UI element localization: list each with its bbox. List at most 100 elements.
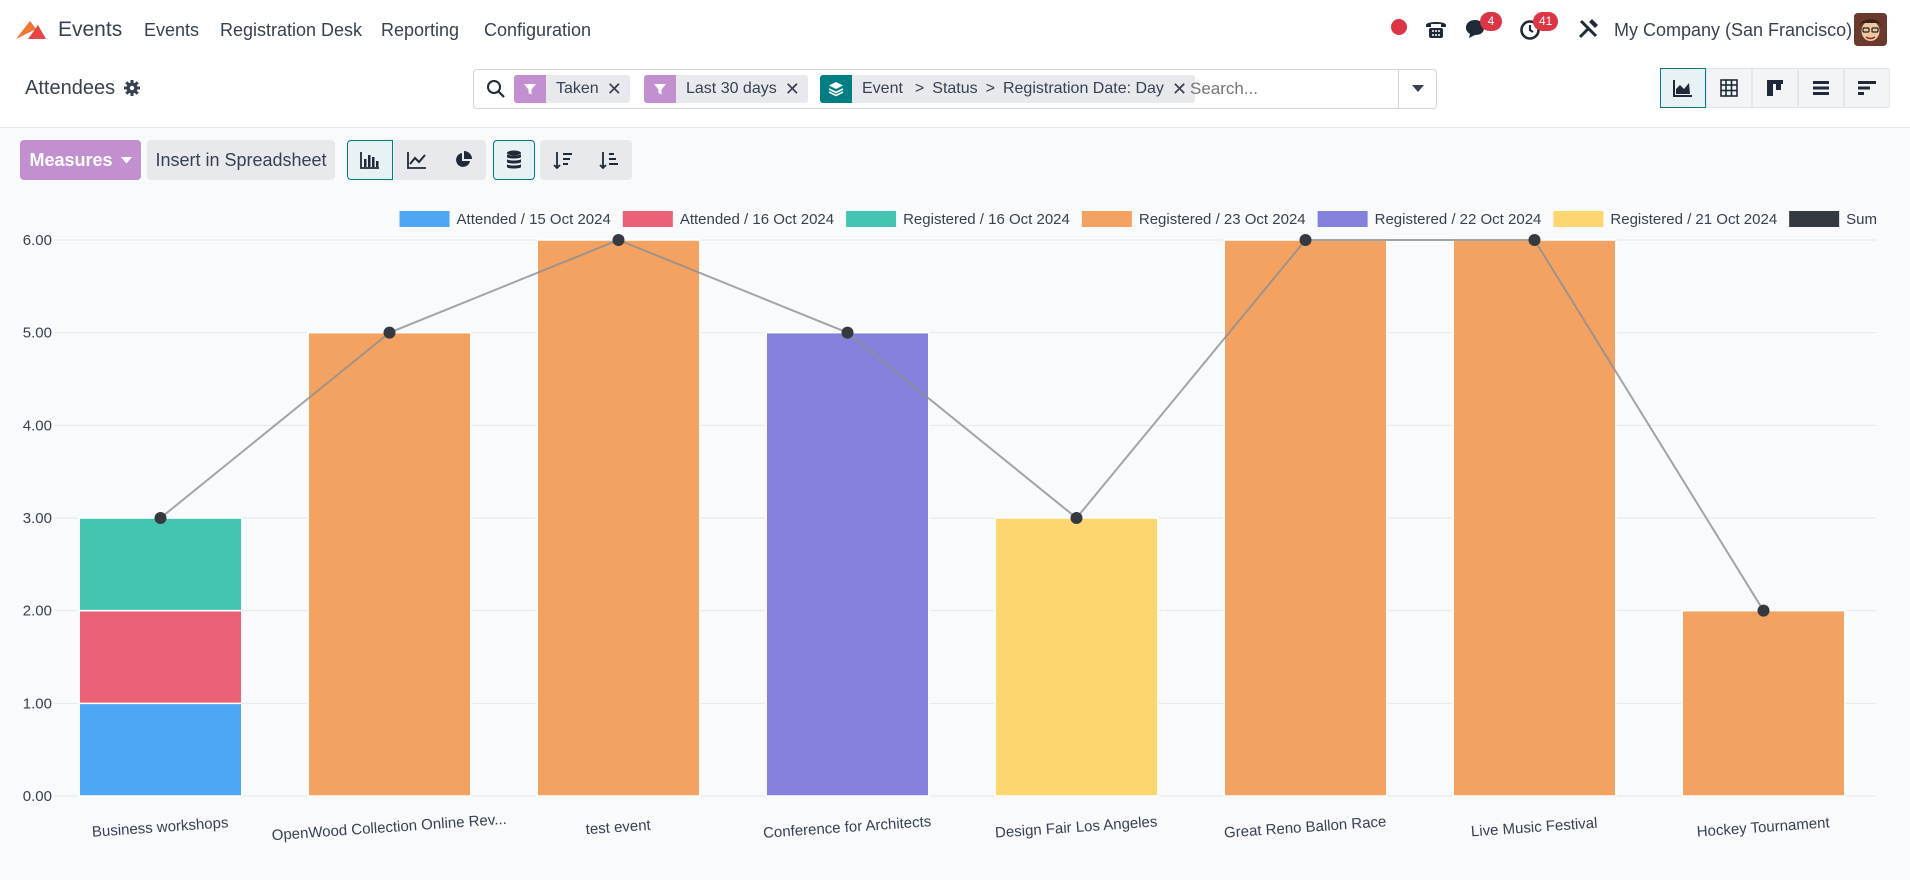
y-tick-label: 2.00 (23, 603, 52, 620)
events-app-icon[interactable] (14, 17, 48, 41)
activities-badge: 41 (1533, 12, 1559, 31)
menu-item-registration-desk[interactable]: Registration Desk (220, 20, 363, 40)
messages-icon[interactable] (1463, 16, 1489, 42)
legend-label[interactable]: Attended / 16 Oct 2024 (680, 211, 834, 228)
y-tick-label: 3.00 (23, 510, 52, 527)
view-graph-button[interactable] (1660, 68, 1706, 108)
remove-facet-icon[interactable]: ✕ (1171, 78, 1188, 99)
legend-swatch[interactable] (1081, 211, 1132, 227)
x-category-label: Great Reno Ballon Race (1223, 813, 1386, 841)
legend-swatch[interactable] (399, 211, 450, 227)
y-tick-label: 4.00 (23, 417, 52, 434)
gear-icon[interactable] (123, 79, 141, 97)
sum-point[interactable] (154, 512, 167, 524)
bar-segment[interactable] (994, 517, 1159, 797)
sum-point[interactable] (1757, 604, 1770, 617)
view-list-button[interactable] (1798, 68, 1844, 108)
recording-indicator[interactable] (1391, 19, 1407, 35)
line-chart-mode-button[interactable] (394, 140, 440, 180)
bar-segment[interactable] (1452, 239, 1617, 797)
sum-point[interactable] (841, 326, 854, 339)
stacked-toggle-button[interactable] (493, 140, 535, 180)
menu-item-reporting[interactable]: Reporting (381, 20, 460, 40)
insert-in-spreadsheet-button[interactable]: Insert in Spreadsheet (147, 140, 335, 180)
facet-groupby-part: Status (932, 80, 978, 97)
legend-swatch[interactable] (846, 211, 897, 227)
kanban-icon (1767, 80, 1783, 96)
x-category-label: Design Fair Los Angeles (994, 813, 1157, 841)
bar-segment[interactable] (78, 517, 243, 612)
x-category-label: test event (585, 817, 652, 839)
tools-icon[interactable] (1575, 16, 1601, 42)
caret-down-icon (120, 156, 132, 163)
bar-segment[interactable] (1681, 609, 1846, 797)
bar-chart-icon (360, 152, 379, 169)
legend-label[interactable]: Attended / 15 Oct 2024 (457, 211, 611, 228)
attendees-bar-chart: 0.00 1.00 2.00 3.00 4.00 5.00 6.00 Business wor… (23, 211, 1877, 844)
search-input[interactable] (1190, 79, 1390, 99)
layers-icon (820, 75, 852, 103)
legend-swatch[interactable] (622, 211, 673, 227)
x-category-label: Conference for Architects (763, 813, 932, 842)
x-category-label: Hockey Tournament (1696, 814, 1831, 840)
sort-descending-button[interactable] (540, 140, 586, 180)
sum-point[interactable] (383, 326, 396, 339)
bar-segment[interactable] (765, 331, 930, 797)
search-options-toggle[interactable] (1398, 70, 1436, 108)
legend-label[interactable]: Sum (1846, 211, 1877, 228)
view-gantt-button[interactable] (1844, 68, 1890, 108)
facet-separator: > (985, 80, 995, 97)
menu-item-configuration[interactable]: Configuration (484, 20, 592, 40)
y-tick-label: 6.00 (23, 232, 52, 249)
x-category-label: Business workshops (91, 814, 229, 840)
bar-segment[interactable] (536, 239, 701, 797)
legend-label[interactable]: Registered / 23 Oct 2024 (1139, 211, 1306, 228)
search-icon[interactable] (486, 79, 506, 99)
bar-segment[interactable] (1223, 239, 1388, 797)
search-bar: Taken ✕ Last 30 days ✕ Event > Status > … (473, 69, 1437, 109)
facet-label: Last 30 days (686, 80, 777, 97)
view-kanban-button[interactable] (1752, 68, 1798, 108)
pie-chart-mode-button[interactable] (440, 140, 486, 180)
facet-groupby-part: Event (862, 80, 903, 97)
page-title[interactable]: Attendees (25, 77, 116, 99)
facet-filter-taken: Taken ✕ (514, 75, 630, 103)
sum-point[interactable] (1070, 512, 1083, 524)
sort-descending-icon (553, 152, 572, 170)
sort-ascending-button[interactable] (586, 140, 632, 180)
facet-separator: > (914, 80, 925, 97)
database-stack-icon (507, 150, 521, 169)
measures-label: Measures (29, 149, 113, 170)
sum-point[interactable] (612, 234, 625, 246)
legend-swatch[interactable] (1553, 211, 1604, 227)
user-avatar[interactable] (1854, 13, 1887, 46)
bar-segment[interactable] (307, 331, 472, 797)
sum-point[interactable] (1528, 234, 1541, 246)
bar-chart-mode-button[interactable] (347, 140, 393, 180)
legend-label[interactable]: Registered / 16 Oct 2024 (903, 211, 1070, 228)
sum-line (159, 238, 1765, 612)
bar-segment[interactable] (78, 702, 243, 797)
company-switcher[interactable]: My Company (San Francisco) (1614, 20, 1853, 40)
sum-point[interactable] (1299, 234, 1312, 246)
phone-icon[interactable] (1423, 16, 1449, 42)
bar-segment[interactable] (78, 609, 243, 705)
legend-swatch[interactable] (1317, 211, 1368, 227)
measures-dropdown[interactable]: Measures (20, 140, 141, 180)
top-navbar: Events Events Registration Desk Reportin… (0, 0, 1910, 58)
y-tick-label: 1.00 (23, 695, 52, 712)
remove-facet-icon[interactable]: ✕ (606, 78, 622, 99)
remove-facet-icon[interactable]: ✕ (784, 78, 800, 99)
x-category-label: OpenWood Collection Online Rev... (271, 811, 507, 844)
menu-item-events[interactable]: Events (144, 20, 200, 40)
messages-badge: 4 (1480, 12, 1502, 31)
legend-label[interactable]: Registered / 21 Oct 2024 (1610, 211, 1777, 228)
filter-icon (644, 75, 676, 103)
view-pivot-button[interactable] (1706, 68, 1752, 108)
gantt-icon (1858, 81, 1876, 95)
app-name[interactable]: Events (58, 18, 123, 41)
legend-label[interactable]: Registered / 22 Oct 2024 (1375, 211, 1542, 228)
insert-in-spreadsheet-label: Insert in Spreadsheet (155, 149, 327, 170)
caret-down-icon (1411, 85, 1424, 92)
legend-swatch[interactable] (1789, 211, 1840, 227)
